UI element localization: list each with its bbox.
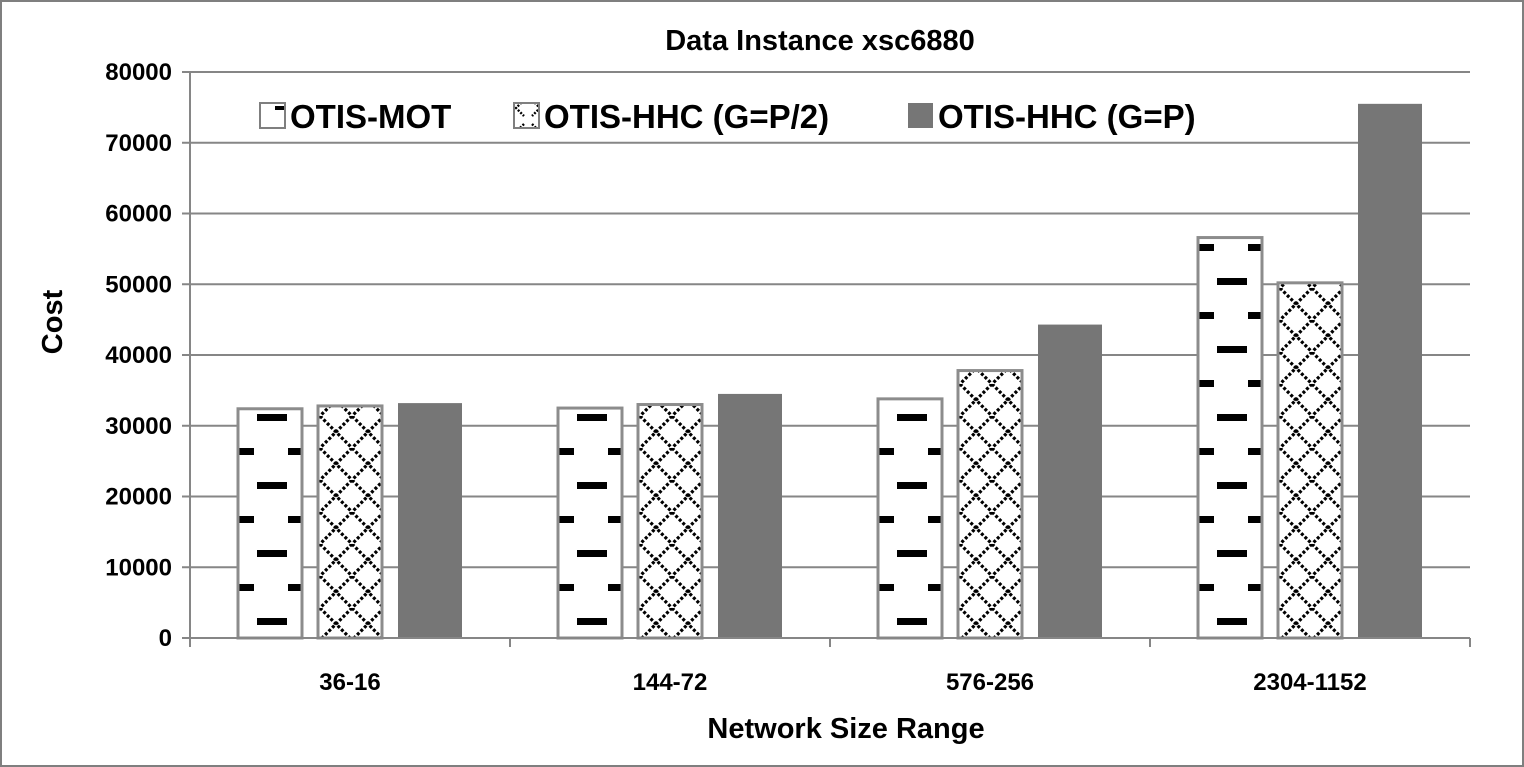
y-tick-label: 70000: [105, 130, 172, 157]
bar-otis-hhc-g-p-2-2304-1152: [1276, 281, 1344, 640]
bar-otis-hhc-g-p-2-576-256: [956, 369, 1024, 640]
chart-title: Data Instance xsc6880: [665, 25, 975, 57]
legend-label-otis-hhc-g-p-2: OTIS-HHC (G=P/2): [544, 98, 829, 135]
bar-otis-hhc-g-p-144-72: [718, 393, 782, 638]
bar-otis-hhc-g-p-36-16: [398, 403, 462, 638]
y-tick-label: 10000: [105, 554, 172, 581]
x-tick-label-144-72: 144-72: [633, 669, 708, 696]
x-axis-ticks: 36-16 144-72 576-256 2304-1152: [189, 638, 1471, 696]
bar-otis-mot-36-16: [236, 407, 304, 640]
y-tick-label: 80000: [105, 59, 172, 86]
legend-label-otis-mot: OTIS-MOT: [290, 98, 451, 135]
bar-otis-hhc-g-p-2304-1152: [1358, 103, 1422, 638]
bar-otis-mot-144-72: [556, 406, 624, 640]
bar-otis-hhc-g-p-2-144-72: [636, 403, 704, 640]
x-tick-label-36-16: 36-16: [319, 669, 380, 696]
y-tick-label: 60000: [105, 201, 172, 228]
y-axis-ticks: 0 10000 20000 30000 40000 50000 60000 70000 8000…: [105, 59, 190, 652]
y-tick-label: 40000: [105, 342, 172, 369]
legend-label-otis-hhc-g-p: OTIS-HHC (G=P): [938, 98, 1196, 135]
y-axis-title: Cost: [37, 289, 69, 354]
legend-swatch-otis-mot: [259, 102, 286, 129]
bar-otis-hhc-g-p-576-256: [1038, 324, 1102, 638]
bar-otis-mot-2304-1152: [1196, 236, 1264, 640]
bar-otis-hhc-g-p-2-36-16: [316, 404, 384, 640]
y-tick-label: 30000: [105, 413, 172, 440]
y-tick-label: 0: [159, 625, 172, 652]
x-tick-label-2304-1152: 2304-1152: [1253, 669, 1366, 696]
y-tick-label: 50000: [105, 271, 172, 298]
x-axis-title: Network Size Range: [707, 713, 984, 745]
legend-swatch-otis-hhc-g-p-2: [513, 102, 540, 129]
legend-swatch-otis-hhc-g-p: [908, 103, 933, 128]
bar-otis-mot-576-256: [876, 397, 944, 640]
y-tick-label: 20000: [105, 484, 172, 511]
legend: OTIS-MOT OTIS-HHC (G=P/2) OTIS-HHC (G=P): [259, 98, 1196, 135]
x-tick-label-576-256: 576-256: [946, 669, 1034, 696]
